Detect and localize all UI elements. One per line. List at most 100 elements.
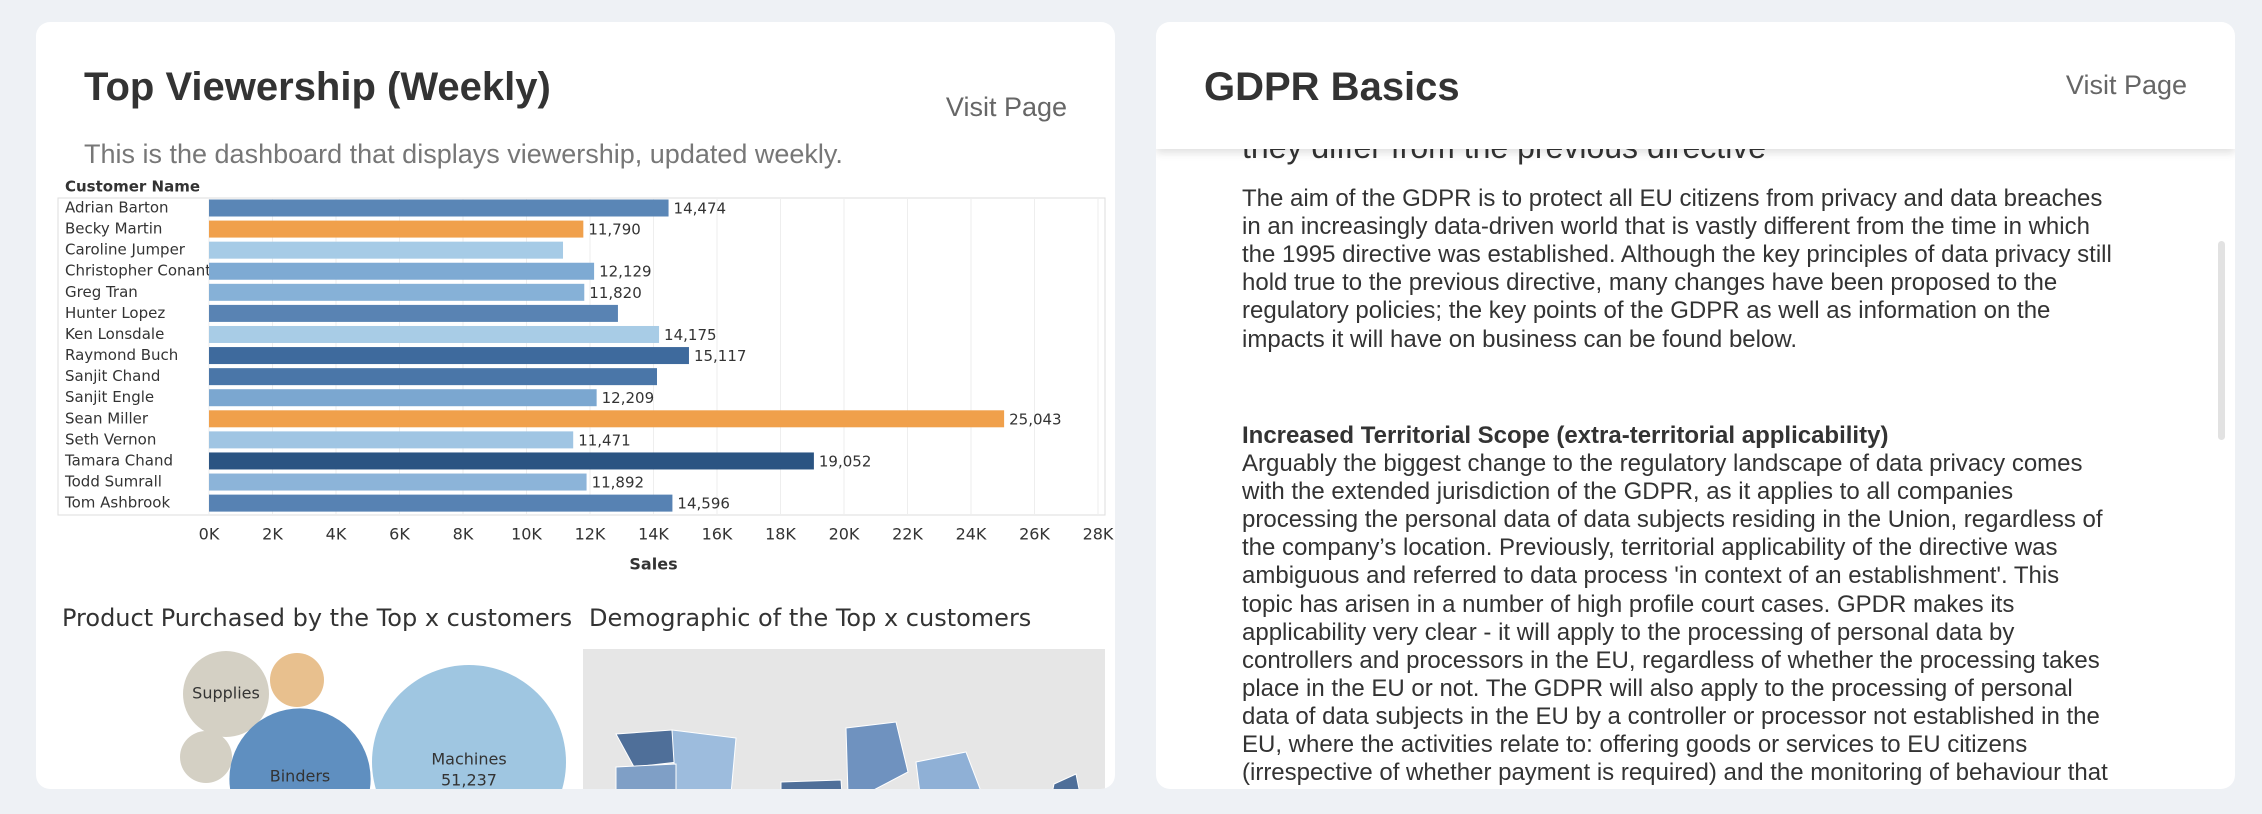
text-line: processing the personal data of data sub… [1242,506,2103,534]
bubble [183,651,269,737]
bar [209,347,689,365]
bar [209,431,574,449]
plot-frame [57,197,1106,516]
text-line: data of data subjects in the EU by a con… [1242,702,2100,730]
map-region [915,751,981,789]
card-title: Top Viewership (Weekly) [84,65,551,109]
category-label: Sean Miller [65,409,149,427]
x-tick-label: 14K [638,525,669,544]
subheading: Increased Territorial Scope (extra-terri… [1242,422,1889,449]
right-card: they differ from the previous directive … [1156,22,2235,789]
text-line: the company’s location. Previously, terr… [1242,534,2058,562]
dashboard: Customer Name 0K 2K 4K 6K 8K 10K 12K 14K 16K 18K 20… [57,178,1114,790]
value-label: 11,790 [588,221,641,239]
text-line: EU, where the activities relate to: offe… [1242,731,2028,758]
text-line: regulatory policies; the key points of t… [1242,297,2051,325]
category-label: Sanjit Engle [65,388,154,406]
x-tick-label: 22K [892,525,923,544]
bubble [229,708,371,789]
bubble-label: Binders [270,767,330,786]
map-region [615,763,677,789]
axis-title: Sales [629,555,677,574]
category-label: Sanjit Chand [65,367,160,385]
value-label: 14,175 [664,326,717,344]
category-label: Tamara Chand [64,451,173,469]
bar [209,494,673,512]
x-tick-label: 24K [956,525,987,544]
x-tick-label: 8K [453,525,474,544]
value-label: 15,117 [694,347,747,365]
text-line: Arguably the biggest change to the regul… [1242,450,2083,477]
map-region [1052,773,1080,789]
x-tick-label: 4K [326,525,347,544]
text-line: with the extended jurisdiction of the GD… [1242,478,2014,506]
category-label: Adrian Barton [65,199,169,217]
bar [209,452,814,470]
x-tick-label: 16K [702,525,733,544]
visit-link[interactable]: Visit Page [945,92,1067,122]
card-subtitle: This is the dashboard that displays view… [84,139,843,169]
value-label: 25,043 [1009,410,1062,428]
bar [209,368,657,386]
text-line: (irrespective of whether payment is requ… [1242,759,2108,787]
map-region [780,779,843,789]
left-card: Top Viewership (Weekly) This is the dash… [36,22,1115,789]
x-tick-label: 28K [1083,525,1114,544]
card-title: GDPR Basics [1204,65,1460,109]
x-tick-label: 2K [262,525,283,544]
bubble [180,731,232,783]
text-line: place in the EU or not. The GDPR will al… [1242,674,2073,702]
bar [209,262,595,280]
category-label: Becky Martin [65,220,162,238]
text-line: takes place within the EU. Non-Eu busine… [1242,787,2102,789]
category-label: Tom Ashbrook [64,494,170,512]
category-label: Christopher Conant [65,262,211,280]
bar [209,325,660,343]
bar [209,241,564,259]
text-line: ambiguous and referred to data process '… [1242,562,2060,590]
category-label: Raymond Buch [65,346,178,364]
bar [209,389,597,407]
value-label: 11,820 [589,284,642,302]
bubble [372,665,566,789]
value-label: 12,209 [602,389,655,407]
value-label: 12,129 [599,263,652,281]
bubble [270,653,324,707]
bar [209,199,669,217]
value-label: 19,052 [819,452,872,470]
x-tick-label: 26K [1019,525,1050,544]
x-tick-label: 0K [199,525,220,544]
map-region [671,729,737,789]
chart-title: Demographic of the Top x customers [589,604,1031,632]
value-label: 11,892 [592,474,645,492]
text-line: in an increasingly data-driven world tha… [1242,213,2090,241]
visit-link[interactable]: Visit Page [2065,70,2187,100]
bubble-label: Supplies [192,684,260,703]
text-line: applicability very clear - it will apply… [1242,618,2015,646]
value-label: 11,471 [578,431,631,449]
bar [209,410,1005,428]
text-line: impacts it will have on business can be … [1242,325,1797,353]
chart-title: Product Purchased by the Top x customers [62,604,572,632]
text-line: the 1995 directive was established. Alth… [1242,241,2112,269]
bar [209,304,618,322]
text-line: hold true to the previous directive, man… [1242,269,2058,297]
card-header: GDPR Basics Visit Page [1156,22,2235,149]
map-region [845,721,909,789]
bubble-value: 51,237 [441,771,497,790]
scrollbar[interactable] [2218,241,2225,440]
category-label: Ken Lonsdale [65,325,164,343]
x-tick-label: 18K [765,525,796,544]
axis-title: Customer Name [65,178,200,196]
bubble-label: Machines [431,750,506,769]
category-label: Hunter Lopez [65,304,165,322]
category-label: Todd Sumrall [64,473,162,491]
bar [209,473,587,491]
text-line: topic has arisen in a number of high pro… [1242,590,2015,618]
x-tick-label: 12K [575,525,606,544]
x-tick-label: 10K [511,525,542,544]
bar [209,283,585,301]
bar [209,220,584,238]
category-label: Greg Tran [65,283,138,301]
